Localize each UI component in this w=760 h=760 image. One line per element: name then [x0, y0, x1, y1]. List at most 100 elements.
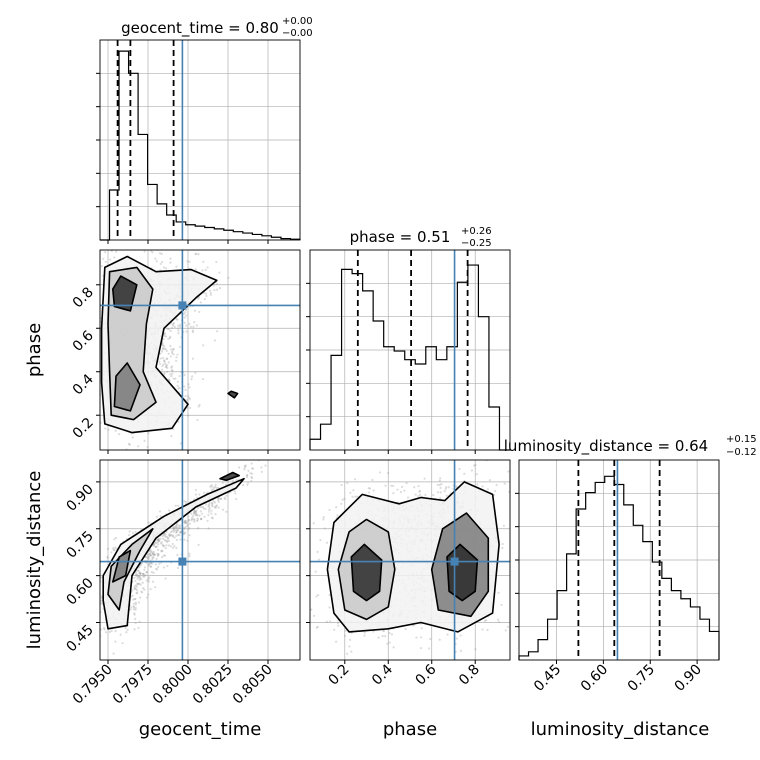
scatter-point	[367, 487, 370, 490]
scatter-point	[185, 399, 189, 402]
scatter-point	[204, 507, 207, 510]
scatter-point	[167, 539, 171, 543]
scatter-point	[97, 629, 99, 631]
scatter-point	[500, 603, 503, 607]
scatter-point	[184, 526, 187, 529]
scatter-point	[333, 628, 336, 631]
scatter-point	[172, 530, 175, 533]
scatter-point	[214, 505, 218, 508]
scatter-point	[211, 517, 214, 520]
scatter-point	[378, 471, 382, 474]
hist-bar	[394, 351, 405, 450]
scatter-point	[134, 608, 137, 611]
scatter-point	[191, 329, 194, 332]
scatter-point	[438, 638, 441, 641]
scatter-point	[156, 541, 159, 544]
scatter-point	[161, 348, 164, 351]
scatter-point	[100, 421, 102, 424]
scatter-point	[348, 645, 351, 648]
scatter-point	[114, 546, 117, 549]
scatter-point	[243, 464, 246, 468]
hist-bar	[373, 321, 384, 450]
hist-bar	[489, 407, 500, 450]
scatter-point	[363, 634, 366, 637]
title-luminosity-distance-minus: −0.12	[726, 447, 757, 458]
scatter-point	[159, 515, 162, 518]
hist-bar	[586, 493, 596, 660]
scatter-point	[336, 514, 339, 517]
scatter-point	[162, 533, 165, 536]
hist-bar	[662, 578, 672, 660]
scatter-point	[133, 585, 136, 588]
scatter-point	[140, 590, 143, 593]
scatter-point	[169, 329, 172, 332]
scatter-point	[368, 487, 372, 490]
scatter-point	[139, 460, 141, 462]
scatter-point	[438, 483, 441, 486]
scatter-point	[133, 628, 136, 631]
xtick-label-phase: 0.4	[369, 661, 396, 688]
scatter-point	[458, 467, 461, 471]
scatter-point	[224, 497, 227, 501]
scatter-point	[439, 491, 442, 494]
scatter-point	[89, 319, 91, 321]
scatter-point	[134, 617, 137, 621]
scatter-point	[185, 324, 188, 327]
scatter-point	[134, 530, 137, 534]
scatter-point	[189, 406, 192, 410]
scatter-point	[234, 492, 237, 495]
scatter-point	[179, 531, 182, 534]
scatter-point	[218, 271, 221, 274]
scatter-point	[172, 527, 176, 530]
scatter-point	[168, 533, 171, 536]
scatter-point	[128, 530, 131, 533]
scatter-point	[191, 516, 194, 519]
scatter-point	[455, 637, 458, 640]
scatter-point	[115, 250, 118, 253]
scatter-point	[388, 641, 391, 644]
scatter-point	[175, 529, 178, 532]
xtick-label-phase: 0.8	[456, 662, 483, 689]
scatter-point	[143, 250, 146, 253]
scatter-point	[138, 620, 141, 623]
hist-bar	[457, 282, 468, 450]
scatter-point	[162, 359, 166, 362]
scatter-point	[139, 563, 142, 567]
scatter-point	[134, 579, 137, 583]
scatter-point	[197, 253, 200, 256]
scatter-point	[119, 633, 122, 636]
scatter-point	[169, 373, 172, 376]
scatter-point	[202, 344, 205, 347]
scatter-point	[157, 548, 160, 551]
scatter-point	[178, 524, 181, 527]
scatter-point	[148, 562, 151, 565]
scatter-point	[158, 510, 162, 513]
scatter-point	[177, 566, 180, 570]
scatter-point	[405, 481, 408, 485]
scatter-point	[195, 324, 199, 327]
scatter-point	[210, 488, 213, 491]
hist-bar	[478, 317, 489, 450]
hist-frame-luminosity_distance	[518, 459, 720, 661]
scatter-point	[221, 481, 224, 484]
scatter-point	[141, 586, 145, 590]
scatter-point	[154, 585, 157, 589]
xtick-label-geocent_time: 0.8025	[190, 662, 236, 708]
title-luminosity-distance-plus: +0.15	[726, 434, 757, 445]
scatter-point	[125, 631, 128, 634]
scatter-point	[313, 614, 316, 617]
scatter-point	[177, 329, 180, 332]
scatter-point	[91, 608, 93, 610]
scatter-point	[138, 574, 141, 578]
scatter-point	[225, 510, 228, 513]
scatter-point	[92, 430, 94, 432]
scatter-point	[112, 652, 115, 655]
scatter-point	[155, 260, 158, 263]
scatter-point	[170, 366, 173, 369]
scatter-point	[196, 517, 199, 520]
scatter-point	[162, 363, 165, 366]
scatter-point	[218, 286, 222, 290]
ytick-label-phase: 0.2	[70, 415, 97, 442]
scatter-point	[114, 630, 117, 633]
scatter-point	[227, 276, 230, 279]
